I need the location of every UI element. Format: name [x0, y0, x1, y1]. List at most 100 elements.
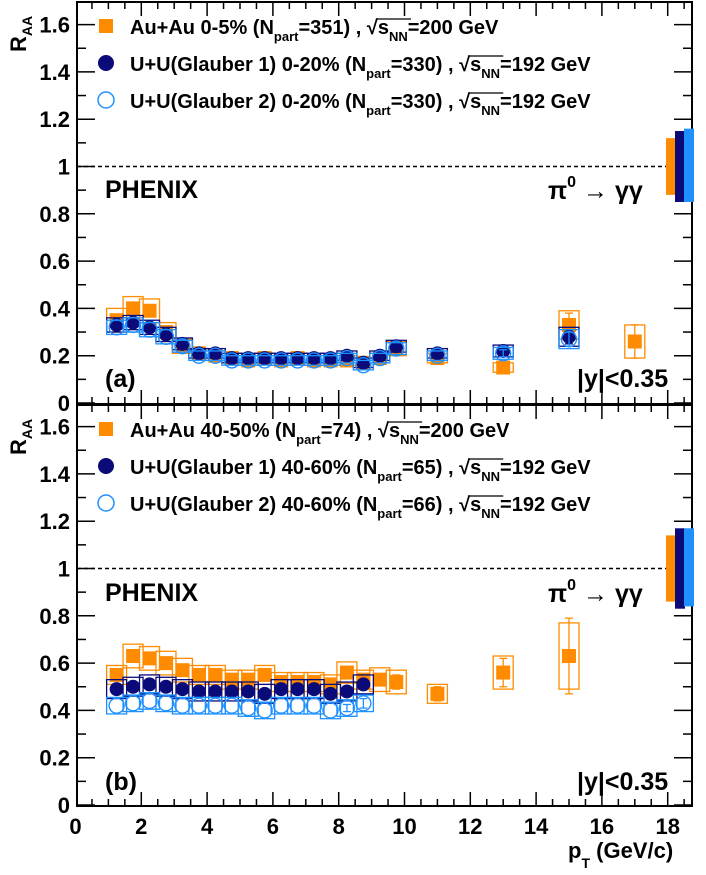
syst-box — [352, 694, 375, 713]
series-2 — [105, 692, 375, 720]
panel-label: (b) — [105, 768, 137, 796]
data-point — [562, 317, 576, 332]
x-tick-label: 14 — [524, 814, 549, 839]
syst-box — [492, 655, 514, 690]
data-point — [241, 672, 256, 687]
syst-box — [303, 355, 325, 366]
channel-label: π0 → γγ — [548, 174, 643, 205]
x-tick-label: 12 — [458, 814, 482, 839]
syst-box — [155, 650, 177, 676]
data-point — [208, 684, 223, 699]
legend-entry: Au+Au 0-5% (Npart=351) , √sNN=200 GeV — [130, 17, 499, 44]
data-point — [560, 330, 578, 348]
data-point — [142, 677, 157, 692]
legend-text: U+U(Glauber 1) 0-20% (N — [130, 54, 366, 76]
data-point — [142, 651, 157, 666]
data-point — [307, 682, 322, 697]
data-point — [109, 682, 124, 697]
syst-box — [171, 696, 194, 715]
syst-box — [352, 359, 375, 371]
legend-text: =192 GeV — [500, 54, 591, 76]
legend-text: Au+Au 0-5% (N — [130, 17, 274, 39]
data-point — [157, 328, 175, 345]
syst-box — [385, 669, 407, 695]
legend-sub: part — [296, 432, 321, 447]
panel-b: 00.20.40.60.811.21.41.60 2 4 6 8 10 12 14 16 18RA… — [6, 404, 694, 871]
legend-marker — [98, 55, 114, 71]
data-point — [191, 667, 206, 682]
series-2 — [105, 316, 580, 374]
legend-root: √s — [459, 54, 481, 76]
data-point — [290, 682, 305, 697]
legend-text: =65) , — [402, 457, 459, 479]
data-point — [109, 667, 124, 682]
legend-text: U+U(Glauber 2) 40-60% (N — [130, 494, 377, 516]
data-point — [372, 672, 387, 687]
data-point — [389, 675, 404, 690]
y-tick-label: 0.6 — [39, 249, 70, 274]
data-point — [355, 356, 372, 374]
legend-root: √s — [378, 420, 400, 442]
y-tick-label: 1.2 — [39, 107, 70, 132]
y-tick-label: 1 — [58, 155, 70, 180]
legend-entry: U+U(Glauber 1) 0-20% (Npart=330) , √sNN=… — [130, 54, 591, 81]
syst-box — [426, 350, 449, 362]
data-point — [289, 697, 306, 714]
legend-sub: part — [274, 29, 299, 44]
y-tick-label: 1.2 — [39, 509, 70, 534]
normalization-band — [684, 128, 694, 202]
data-point — [495, 345, 512, 362]
x-axis-title-sub: T — [581, 855, 590, 871]
channel-label: π0 → γγ — [548, 577, 643, 608]
data-point — [191, 684, 206, 699]
data-point — [627, 334, 642, 349]
channel-superscript: 0 — [567, 577, 576, 594]
y-axis-title-sub: AA — [19, 419, 35, 439]
legend-text: =66) , — [402, 494, 459, 516]
data-point — [322, 702, 339, 719]
data-point — [207, 697, 224, 714]
syst-box — [369, 352, 391, 364]
data-point — [272, 352, 290, 369]
legend-marker — [99, 422, 113, 436]
syst-box — [254, 355, 276, 366]
x-tick-label: 2 — [135, 814, 147, 839]
data-point — [174, 338, 191, 355]
x-tick-label: 0 — [69, 814, 81, 839]
y-axis-title: RAA — [6, 419, 35, 455]
normalization-band — [666, 535, 676, 602]
syst-box — [336, 352, 358, 364]
syst-box — [221, 355, 243, 366]
channel-particle: π — [548, 177, 567, 205]
data-point — [158, 679, 173, 694]
legend-root-sub: NN — [481, 66, 500, 81]
x-tick-label: 8 — [333, 814, 345, 839]
y-tick-label: 1.4 — [39, 462, 70, 487]
legend-root: √s — [367, 17, 389, 39]
legend-root-sub: NN — [481, 103, 500, 118]
normalization-band — [675, 528, 685, 609]
legend-entry: Au+Au 40-50% (Npart=74) , √sNN=200 GeV — [130, 420, 510, 447]
y-tick-label: 0.4 — [39, 296, 70, 321]
legend-root: √s — [459, 494, 481, 516]
legend-text: =200 GeV — [408, 17, 499, 39]
y-tick-label: 0.8 — [39, 604, 70, 629]
legend-entry: U+U(Glauber 2) 0-20% (Npart=330) , √sNN=… — [130, 91, 591, 118]
data-point — [305, 352, 323, 369]
data-point — [371, 349, 389, 367]
syst-box — [270, 696, 292, 715]
legend-text: Au+Au 40-50% (N — [130, 420, 296, 442]
legend-text: =192 GeV — [500, 457, 591, 479]
legend-text: =74) , — [321, 420, 378, 442]
y-axis-title: RAA — [6, 16, 35, 52]
normalization-band — [684, 528, 694, 607]
legend-sub: part — [377, 506, 402, 521]
syst-box — [171, 339, 194, 353]
data-point — [108, 319, 125, 336]
y-axis-title-main: R — [6, 36, 31, 52]
channel-decay: → γγ — [576, 580, 643, 608]
data-point — [175, 682, 190, 697]
experiment-label: PHENIX — [105, 176, 198, 204]
data-point — [322, 352, 339, 369]
